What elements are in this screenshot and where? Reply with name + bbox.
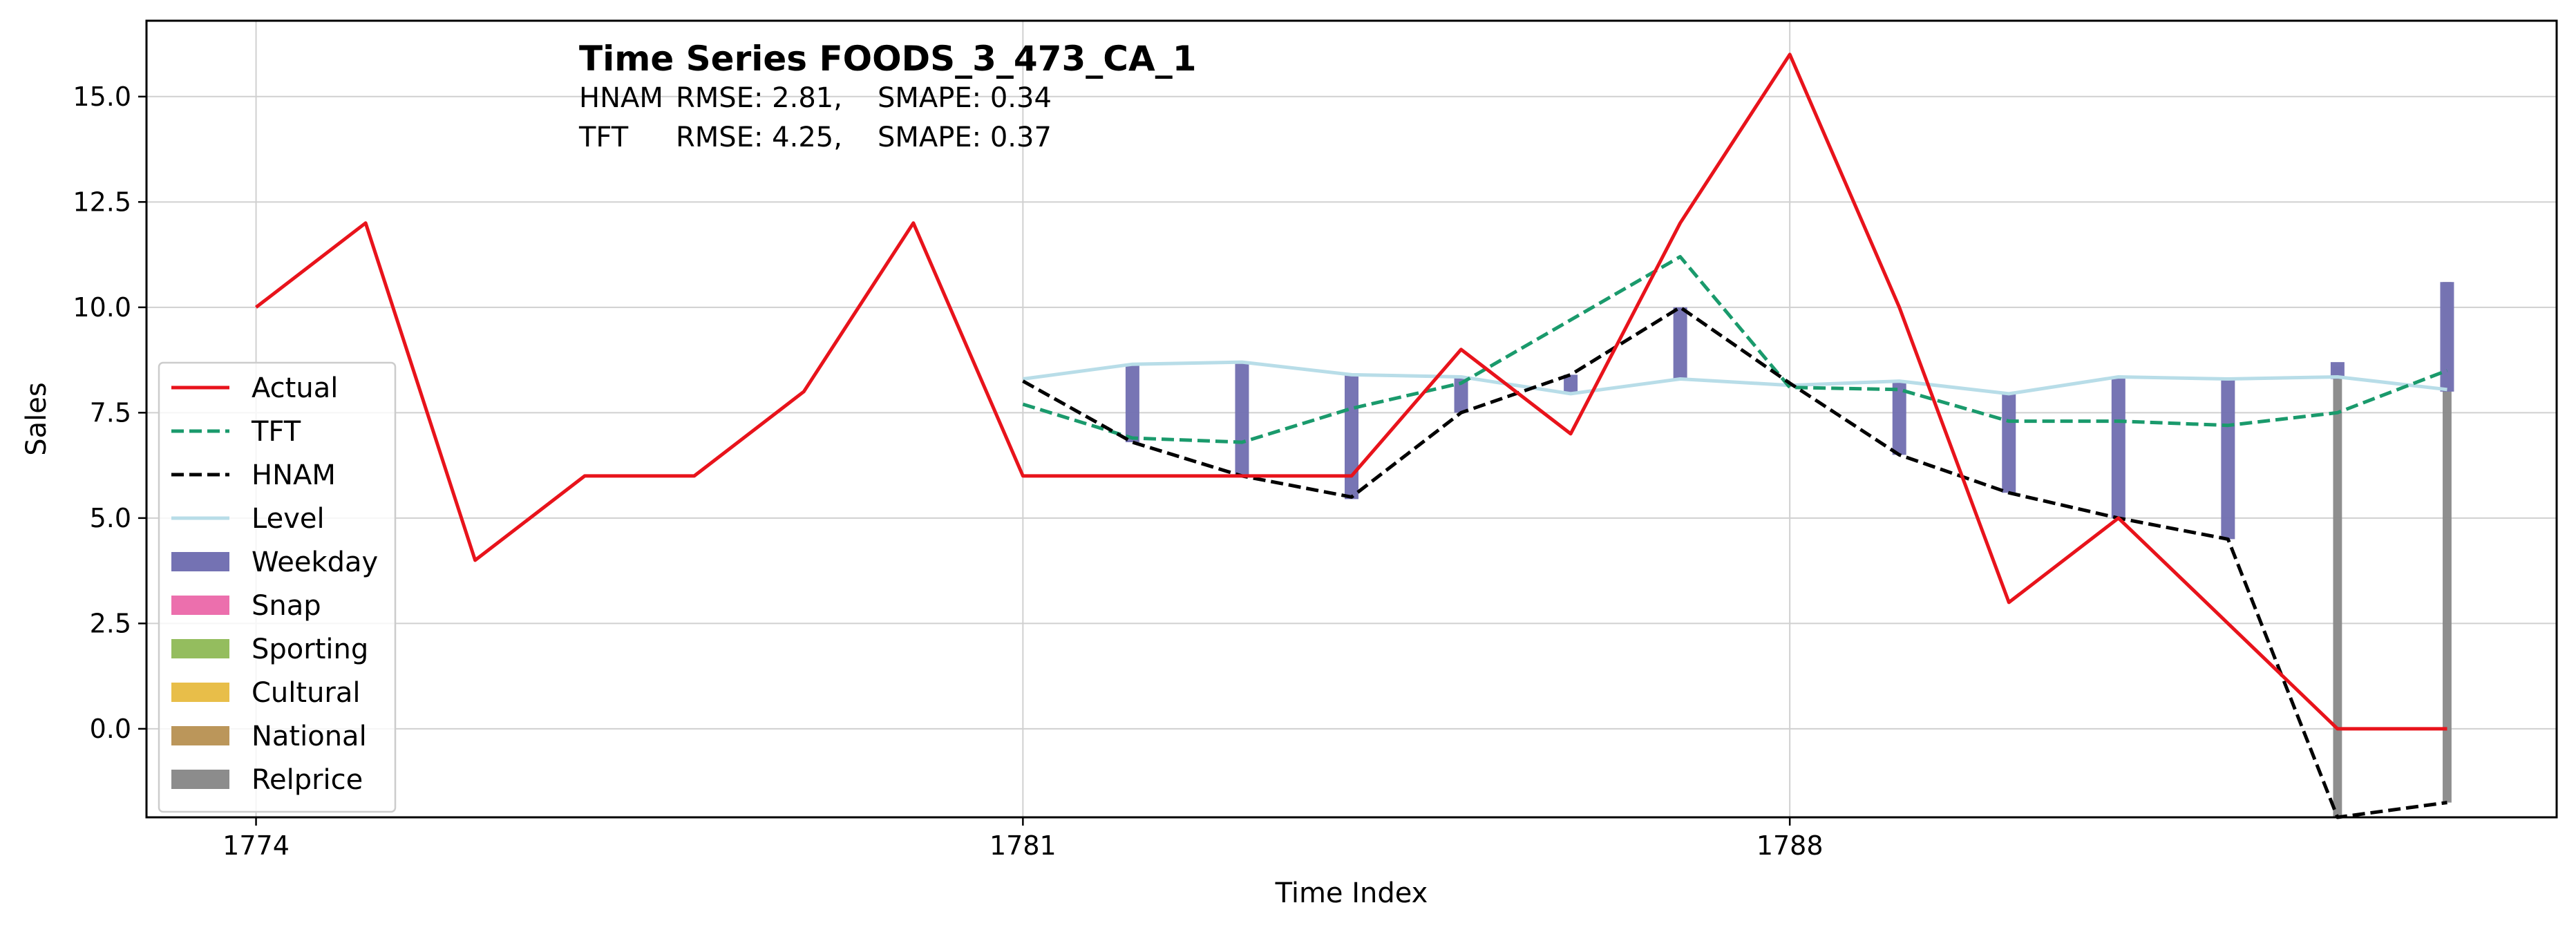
legend-label-actual: Actual [252,372,338,404]
x-tick-label: 1774 [222,830,290,861]
y-tick-label: 0.0 [90,714,131,744]
hnam-metric-smape: SMAPE: 0.34 [878,82,1052,114]
bar-relprice [2443,282,2452,803]
legend-label-snap: Snap [252,590,321,622]
hnam-metric-rmse: RMSE: 2.81, [676,82,842,114]
series-line-level [1023,360,2447,396]
y-tick-label: 12.5 [73,187,131,217]
series-line-actual [254,53,2447,731]
legend-swatch-sporting [171,639,229,658]
legend-label-sporting: Sporting [252,634,368,665]
legend-swatch-cultural [171,683,229,702]
y-tick-label: 5.0 [90,503,131,533]
legend-label-weekday: Weekday [252,546,378,578]
component-bars [1125,282,2454,817]
x-axis-label: Time Index [1275,877,1428,909]
legend-label-hnam: HNAM [252,459,336,491]
bar-weekday [2330,362,2345,379]
chart-title: Time Series FOODS_3_473_CA_1 [579,39,1196,79]
bar-weekday [1345,374,1358,500]
y-axis-label: Sales [21,382,53,455]
legend-swatch-snap [171,596,229,615]
bar-weekday [1125,364,1139,443]
series-line-hnam [1022,305,2447,819]
tft-metric-model: TFT [578,122,629,153]
tft-metric-smape: SMAPE: 0.37 [878,122,1052,153]
axis-ticks: 1774 1781 1788 0.0 2.5 5.0 7.5 10.0 12.5 15.0 [73,82,1823,861]
legend-label-tft: TFT [251,416,301,448]
hnam-metric-model: HNAM [579,82,663,114]
grid-lines [146,21,2557,817]
bar-weekday [2440,282,2454,392]
legend-label-level: Level [252,503,325,535]
y-tick-label: 15.0 [73,82,131,112]
legend-swatch-relprice [171,770,229,789]
bar-weekday [1564,374,1578,394]
legend-label-relprice: Relprice [252,764,363,796]
legend-label-cultural: Cultural [252,677,361,709]
bar-weekday [2221,379,2235,540]
y-tick-label: 10.0 [73,292,131,323]
series-line-tft [1022,255,2448,444]
tft-metric-rmse: RMSE: 4.25, [676,122,842,153]
y-tick-label: 2.5 [90,608,131,638]
legend-swatch-national [171,726,229,745]
legend: Actual TFT HNAM Level Weekday Snap Sporting Cul… [158,361,397,813]
y-tick-label: 7.5 [90,397,131,428]
bar-weekday [1673,307,1687,379]
bar-weekday [2111,377,2125,518]
bar-weekday [1454,377,1468,413]
bar-relprice [2333,366,2342,817]
legend-swatch-weekday [171,552,229,571]
x-tick-label: 1781 [989,830,1057,861]
bar-weekday [2002,393,2016,493]
bar-weekday [1892,381,1906,455]
series-lines [254,53,2448,819]
bar-weekday [1235,362,1249,476]
legend-label-national: National [252,721,367,752]
plot-frame [145,19,2558,819]
x-tick-label: 1788 [1756,830,1824,861]
